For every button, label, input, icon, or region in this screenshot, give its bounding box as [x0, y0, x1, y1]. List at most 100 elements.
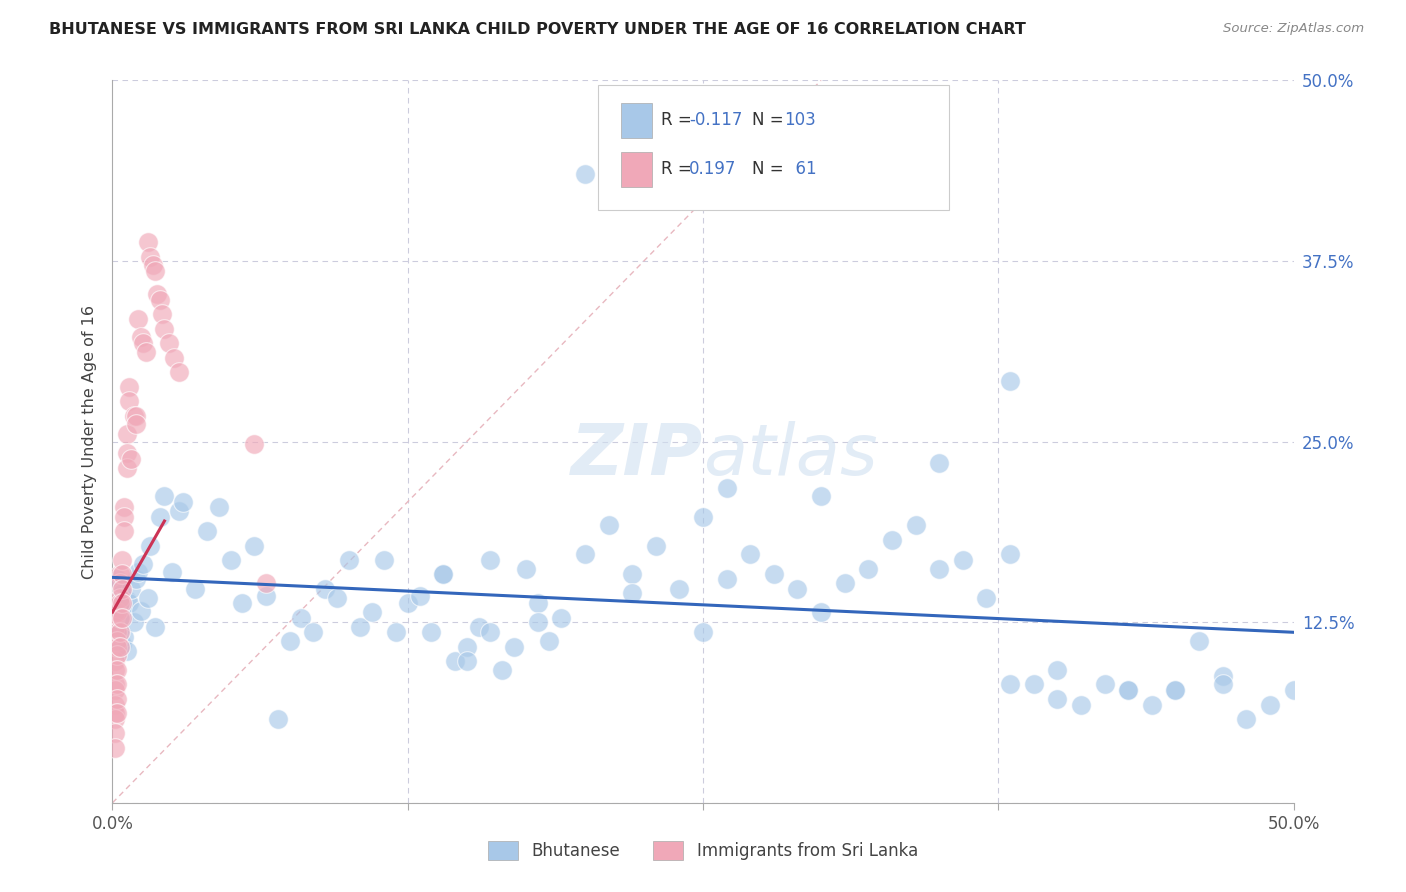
Point	[810, 605, 832, 619]
Point	[108, 576, 131, 591]
Point	[479, 625, 502, 640]
Point	[1046, 663, 1069, 677]
Point	[112, 630, 135, 644]
Point	[111, 611, 134, 625]
Point	[105, 648, 128, 663]
Text: -0.117: -0.117	[689, 112, 742, 129]
Point	[254, 576, 277, 591]
Point	[1258, 698, 1281, 712]
Point	[904, 518, 927, 533]
Point	[302, 625, 325, 640]
Point	[108, 640, 131, 654]
Point	[118, 379, 141, 393]
Point	[1046, 691, 1069, 706]
Point	[692, 509, 714, 524]
Point	[139, 539, 162, 553]
Point	[153, 490, 176, 504]
Point	[150, 307, 173, 321]
Point	[444, 654, 467, 668]
Text: 103: 103	[785, 112, 817, 129]
Point	[1164, 683, 1187, 698]
Point	[998, 374, 1021, 388]
Text: ZIP: ZIP	[571, 422, 703, 491]
Point	[112, 509, 135, 524]
Text: Source: ZipAtlas.com: Source: ZipAtlas.com	[1223, 22, 1364, 36]
Point	[125, 572, 148, 586]
Point	[104, 726, 127, 740]
Text: 61: 61	[785, 161, 815, 178]
Point	[104, 740, 127, 755]
Point	[998, 547, 1021, 561]
Point	[267, 712, 290, 726]
Text: R =: R =	[661, 161, 697, 178]
Point	[1094, 677, 1116, 691]
Point	[122, 409, 145, 423]
Point	[105, 691, 128, 706]
Point	[149, 293, 172, 307]
Text: BHUTANESE VS IMMIGRANTS FROM SRI LANKA CHILD POVERTY UNDER THE AGE OF 16 CORRELA: BHUTANESE VS IMMIGRANTS FROM SRI LANKA C…	[49, 22, 1026, 37]
Point	[503, 640, 526, 654]
Point	[139, 250, 162, 264]
Point	[644, 539, 666, 553]
Point	[118, 596, 141, 610]
Point	[149, 509, 172, 524]
Point	[172, 495, 194, 509]
Point	[740, 547, 762, 561]
Point	[115, 644, 138, 658]
Point	[810, 490, 832, 504]
Y-axis label: Child Poverty Under the Age of 16: Child Poverty Under the Age of 16	[82, 304, 97, 579]
Point	[254, 589, 277, 603]
Point	[111, 582, 134, 596]
Point	[621, 586, 644, 600]
Point	[290, 611, 312, 625]
Point	[105, 634, 128, 648]
Point	[120, 451, 142, 466]
Point	[574, 547, 596, 561]
Point	[108, 607, 131, 622]
Point	[1140, 698, 1163, 712]
Point	[125, 417, 148, 432]
Point	[526, 615, 548, 630]
Point	[111, 637, 134, 651]
Point	[456, 654, 478, 668]
Point	[115, 446, 138, 460]
Point	[108, 567, 131, 582]
Point	[115, 460, 138, 475]
Point	[111, 596, 134, 610]
Text: R =: R =	[661, 112, 697, 129]
Point	[349, 619, 371, 633]
Point	[136, 591, 159, 605]
Point	[692, 625, 714, 640]
Point	[108, 625, 131, 640]
Point	[143, 264, 166, 278]
Point	[112, 500, 135, 514]
Point	[243, 539, 266, 553]
Point	[142, 258, 165, 272]
Point	[111, 586, 134, 600]
Point	[834, 576, 856, 591]
Point	[526, 596, 548, 610]
Point	[432, 567, 454, 582]
Point	[104, 663, 127, 677]
Point	[1212, 677, 1234, 691]
Point	[243, 437, 266, 451]
Point	[104, 698, 127, 712]
Legend: Bhutanese, Immigrants from Sri Lanka: Bhutanese, Immigrants from Sri Lanka	[481, 834, 925, 867]
Point	[104, 706, 127, 721]
Point	[115, 427, 138, 442]
Point	[326, 591, 349, 605]
Point	[538, 634, 561, 648]
Point	[231, 596, 253, 610]
Point	[1116, 683, 1139, 698]
Point	[373, 553, 395, 567]
Point	[104, 654, 127, 668]
Point	[432, 567, 454, 582]
Point	[125, 409, 148, 423]
Point	[408, 589, 430, 603]
Point	[105, 572, 128, 586]
Point	[858, 562, 880, 576]
Text: 0.197: 0.197	[689, 161, 737, 178]
Point	[1070, 698, 1092, 712]
Point	[952, 553, 974, 567]
Point	[118, 394, 141, 409]
